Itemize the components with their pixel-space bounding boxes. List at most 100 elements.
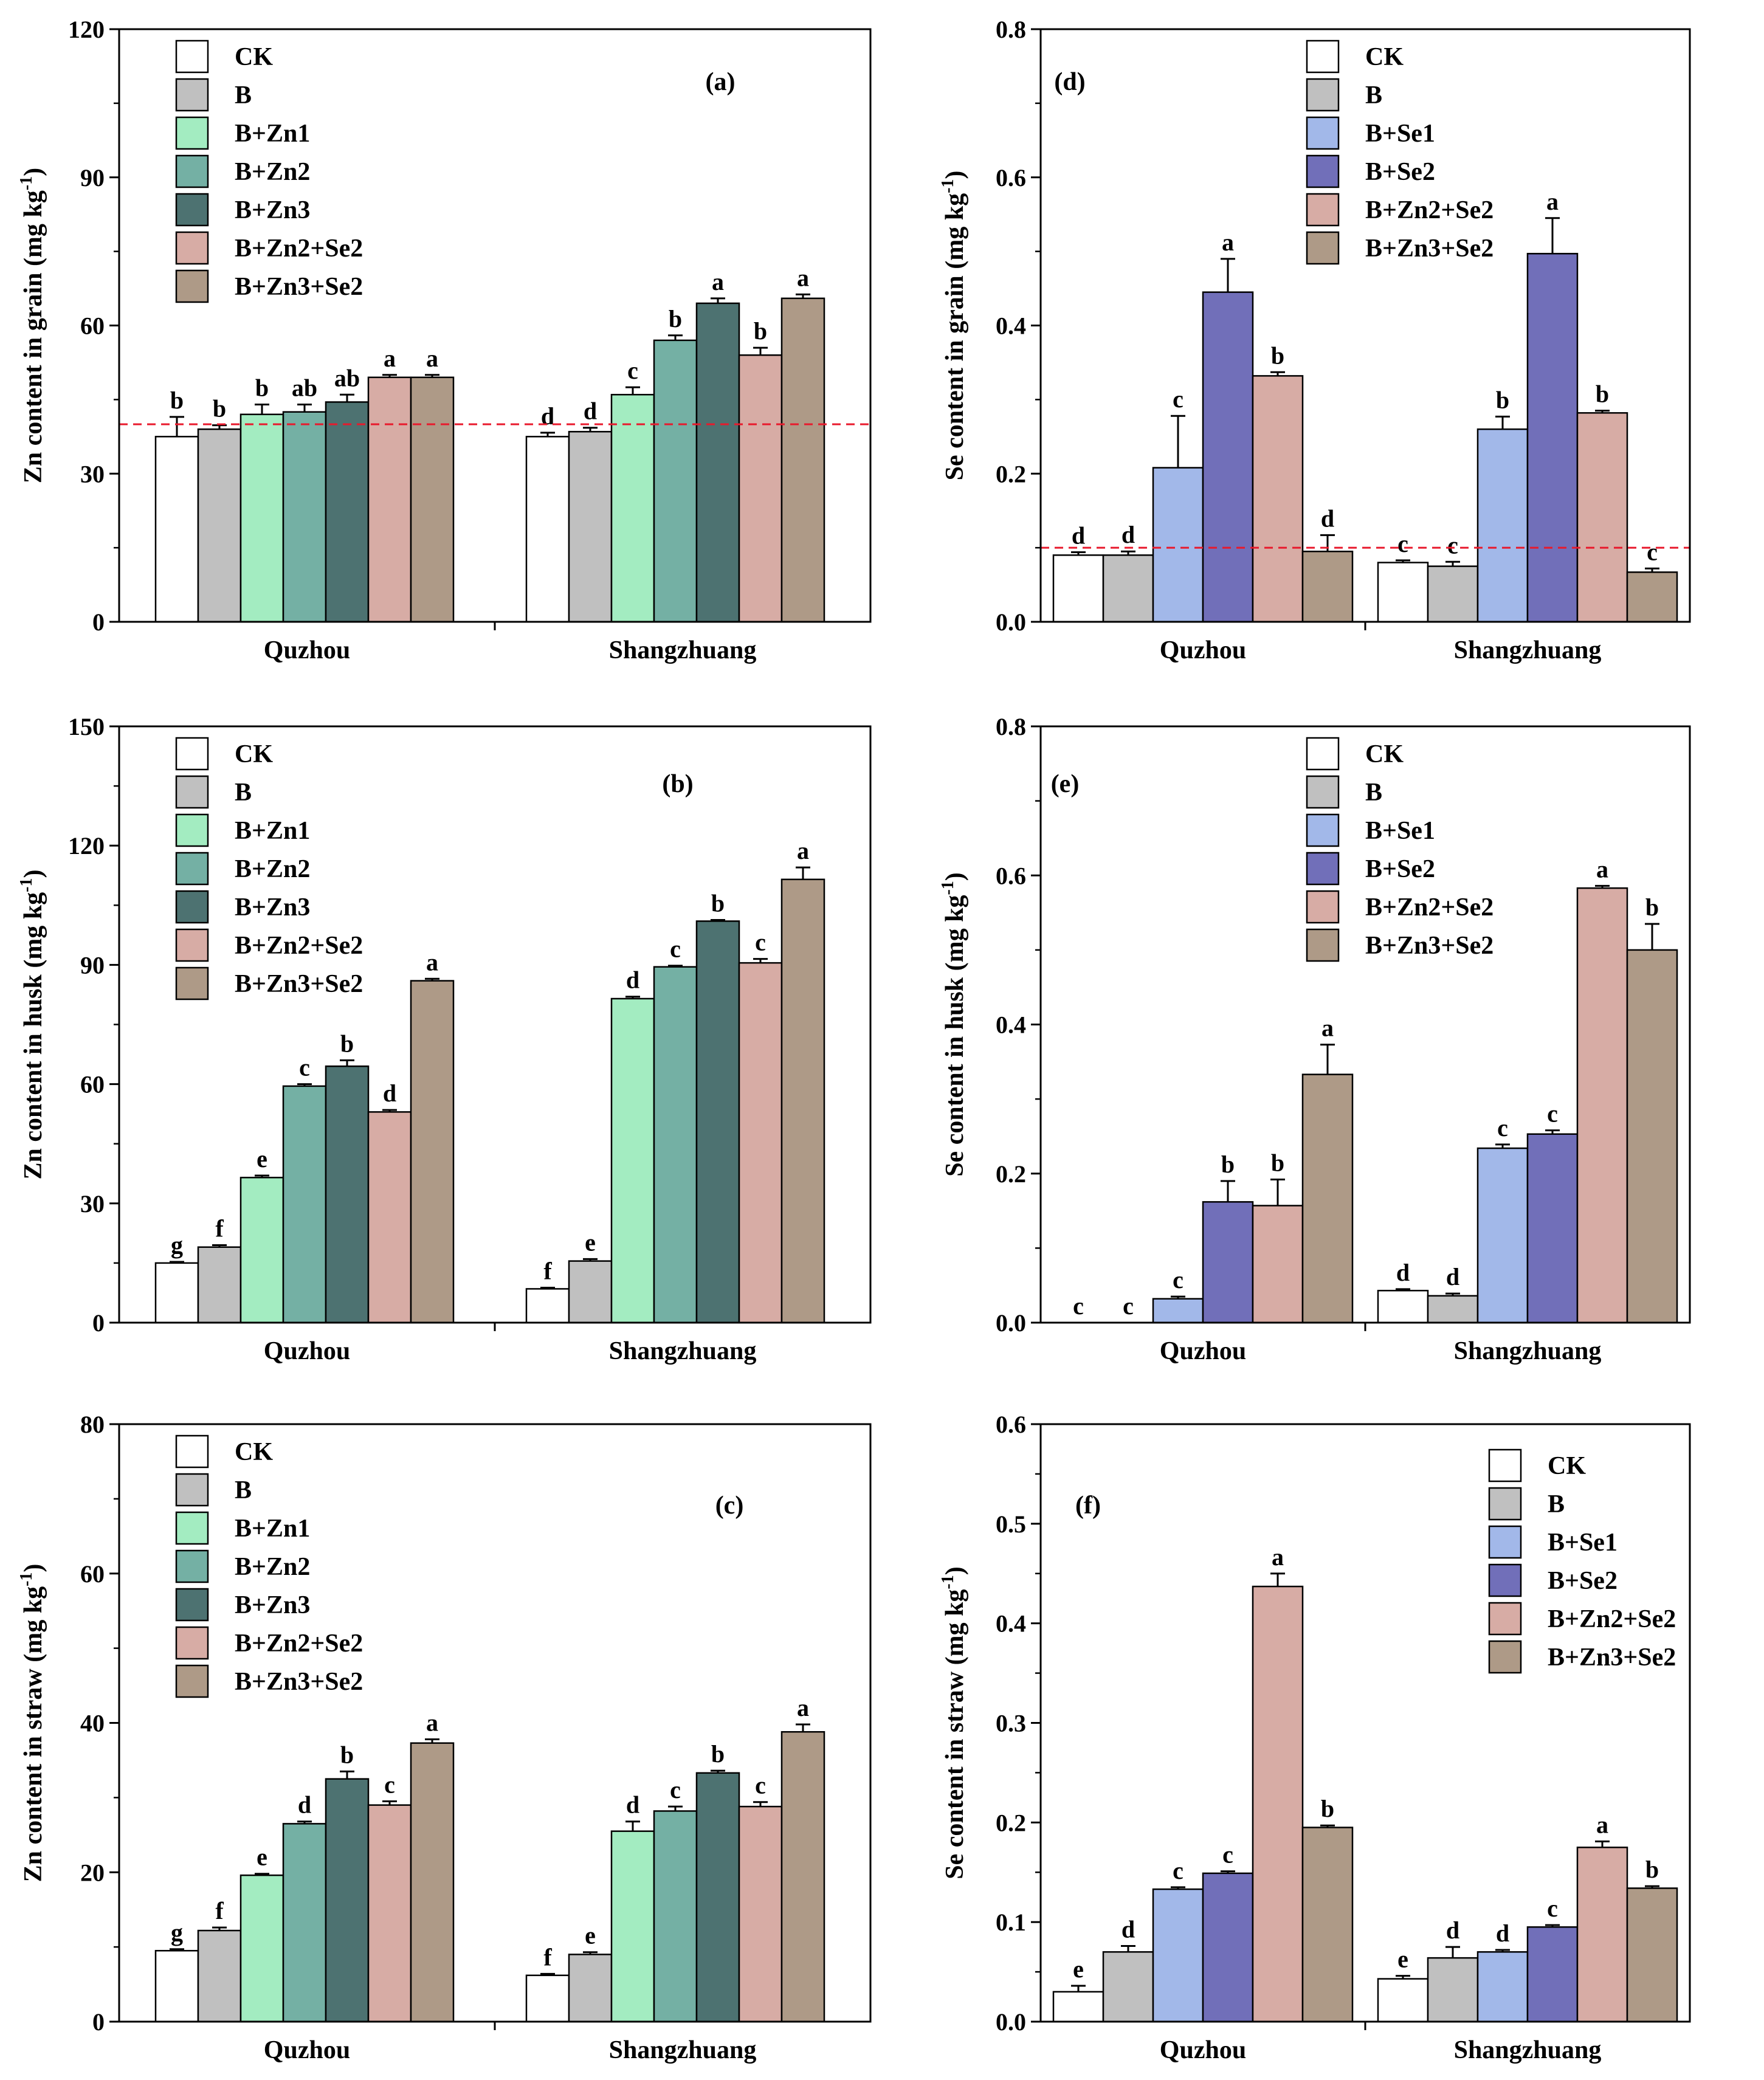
legend-label: B+Se1: [1548, 1529, 1618, 1557]
bar: [154, 1262, 199, 1324]
bar: [154, 436, 199, 623]
legend-label: B+Se1: [1365, 817, 1435, 845]
legend-label: B+Zn2+Se2: [1365, 894, 1494, 921]
bar: [1102, 554, 1154, 623]
significance-letter: f: [215, 1214, 224, 1242]
bar: [325, 401, 370, 623]
bar: [1576, 887, 1628, 1324]
bar: [282, 1085, 327, 1324]
y-tick-label: 0: [92, 1309, 105, 1337]
y-tick-label: 0.4: [996, 1610, 1026, 1637]
legend-swatch: [175, 966, 209, 1000]
bar: [1427, 1295, 1479, 1324]
legend-swatch: [1306, 737, 1340, 771]
significance-letter: d: [1072, 522, 1085, 549]
legend-label: CK: [1365, 43, 1404, 71]
legend-swatch: [1306, 116, 1340, 150]
bar: [695, 302, 740, 623]
y-tick-label: 30: [80, 1190, 105, 1217]
y-tick-label: 40: [80, 1710, 105, 1737]
bar: [738, 962, 783, 1324]
significance-letter: f: [543, 1943, 552, 1971]
significance-letter: b: [1321, 1795, 1334, 1822]
legend-swatch: [175, 890, 209, 924]
y-tick-label: 0.6: [996, 1411, 1026, 1438]
bar: [1377, 1978, 1429, 2023]
bar: [367, 376, 412, 623]
significance-letter: a: [1321, 1014, 1334, 1042]
significance-letter: c: [627, 357, 638, 384]
legend-label: B+Zn2: [235, 855, 310, 883]
y-tick-label: 0: [92, 608, 105, 636]
legend-swatch: [1306, 78, 1340, 112]
legend-swatch: [1306, 40, 1340, 74]
y-tick-label: 30: [80, 460, 105, 487]
bar: [568, 1954, 613, 2023]
significance-letter: b: [1271, 1149, 1284, 1177]
legend-label: CK: [235, 740, 273, 768]
significance-letter: b: [255, 374, 269, 402]
legend-swatch: [1306, 193, 1340, 227]
significance-letter: g: [171, 1919, 183, 1946]
bar: [1476, 1147, 1529, 1324]
legend-label: B+Zn3+Se2: [1365, 235, 1494, 263]
significance-letter: a: [1272, 1543, 1284, 1571]
legend-label: B+Zn3: [235, 1591, 310, 1619]
legend-label: B+Se2: [1365, 855, 1435, 883]
bar: [1526, 253, 1579, 623]
bar: [197, 1246, 242, 1324]
bar: [197, 1929, 242, 2023]
y-tick-label: 0.1: [996, 1909, 1026, 1936]
y-tick-label: 0.2: [996, 1809, 1026, 1836]
legend-swatch: [175, 852, 209, 886]
legend-swatch: [175, 269, 209, 303]
bar: [239, 413, 284, 623]
legend-label: B+Zn1: [235, 1515, 310, 1543]
bar: [410, 1742, 455, 2023]
bar: [1252, 1205, 1304, 1324]
category-label: Quzhou: [264, 636, 350, 664]
bar: [282, 1823, 327, 2023]
y-axis-label: Zn content in husk (mg kg-1): [17, 870, 47, 1180]
significance-letter: e: [1073, 1955, 1084, 1983]
legend-swatch: [175, 231, 209, 265]
legend-swatch: [175, 1473, 209, 1507]
y-tick-label: 0.6: [996, 164, 1026, 191]
panel-label: (c): [715, 1492, 744, 1520]
legend-label: B+Se2: [1365, 158, 1435, 186]
category-label: Shangzhuang: [609, 1337, 757, 1365]
bar: [1526, 1133, 1579, 1324]
legend-label: B+Zn3: [235, 894, 310, 921]
bar: [1301, 1827, 1354, 2023]
significance-letter: b: [1596, 381, 1609, 408]
legend-label: B+Zn2+Se2: [1548, 1605, 1676, 1633]
significance-letter: b: [711, 1740, 725, 1768]
y-tick-label: 0.8: [996, 16, 1026, 43]
legend-swatch: [1488, 1525, 1522, 1559]
significance-letter: b: [754, 317, 767, 345]
legend-label: B: [1365, 779, 1382, 807]
legend-swatch: [175, 928, 209, 962]
significance-letter: d: [626, 966, 639, 994]
significance-letter: d: [1496, 1920, 1509, 1947]
legend-swatch: [175, 1588, 209, 1622]
significance-letter: a: [426, 345, 438, 372]
significance-letter: a: [797, 1694, 809, 1721]
legend-swatch: [1306, 928, 1340, 962]
significance-letter: d: [584, 398, 597, 425]
bar: [1152, 1888, 1204, 2023]
bar: [367, 1804, 412, 2023]
bar: [1202, 1872, 1254, 2023]
y-tick-label: 120: [68, 832, 105, 859]
bar: [282, 411, 327, 623]
legend-swatch: [1488, 1448, 1522, 1483]
significance-letter: c: [1173, 1857, 1183, 1884]
legend-swatch: [175, 1549, 209, 1583]
legend-label: CK: [1548, 1452, 1586, 1480]
bar: [568, 1260, 613, 1324]
significance-letter: b: [170, 387, 184, 414]
significance-letter: d: [626, 1791, 639, 1819]
bar: [525, 436, 570, 623]
panel-c: g f e d b c a f e d c b c a 0 20 40 60 80 Quzhou Shangzhuang…: [17, 1411, 872, 2064]
y-tick-label: 0.2: [996, 1160, 1026, 1188]
